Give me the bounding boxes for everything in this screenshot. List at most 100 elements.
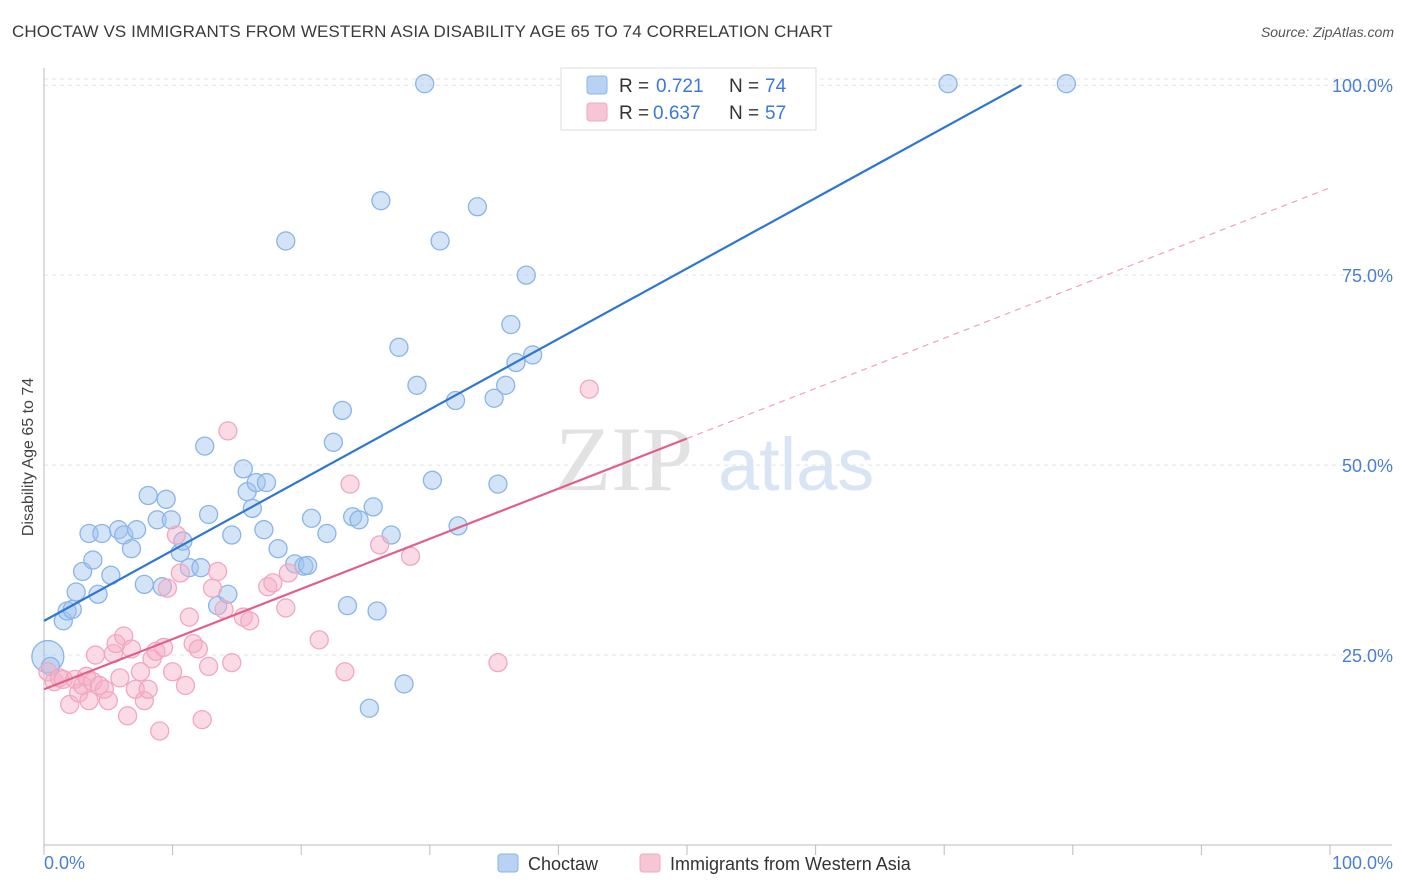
western-asia-point-30 <box>162 662 183 682</box>
bottom-legend-label-western-asia: Immigrants from Western Asia <box>670 854 912 874</box>
series-western-asia-points <box>38 379 599 741</box>
choctaw-point-15 <box>126 520 147 540</box>
western-asia-point-40 <box>207 561 228 582</box>
legend-swatch-western-asia <box>586 102 608 122</box>
choctaw-trend-line <box>43 84 1022 622</box>
choctaw-point-55 <box>394 674 414 694</box>
choctaw-point-65 <box>496 375 516 395</box>
western-asia-point-38 <box>198 656 219 677</box>
western-asia-point-46 <box>258 577 278 597</box>
source-credit: Source: ZipAtlas.com <box>1260 24 1394 40</box>
watermark-atlas: atlas <box>718 423 874 506</box>
choctaw-point-37 <box>268 539 288 559</box>
choctaw-point-45 <box>332 400 353 421</box>
western-asia-point-23 <box>134 690 154 711</box>
western-asia-point-11 <box>85 645 106 665</box>
choctaw-point-43 <box>317 523 337 544</box>
y-axis-label: Disability Age 65 to 74 <box>20 378 37 536</box>
western-asia-point-39 <box>202 578 223 598</box>
western-asia-point-36 <box>188 639 208 659</box>
choctaw-point-71 <box>1056 74 1077 94</box>
y-tick-labels: 25.0% 50.0% 75.0% 100.0% <box>1332 76 1393 666</box>
western-asia-point-27 <box>150 721 170 741</box>
choctaw-point-64 <box>488 474 508 494</box>
choctaw-point-16 <box>134 574 154 595</box>
western-asia-point-54 <box>400 546 421 566</box>
western-asia-point-47 <box>263 573 283 593</box>
y-tick-label-3: 100.0% <box>1332 76 1393 96</box>
western-asia-point-17 <box>110 668 130 688</box>
western-asia-point-14 <box>98 690 118 711</box>
western-asia-point-24 <box>138 679 158 699</box>
legend-r-label-2: R = <box>619 103 649 124</box>
choctaw-point-18 <box>147 510 167 530</box>
western-asia-point-37 <box>192 709 212 730</box>
western-asia-point-19 <box>117 706 138 726</box>
x-tick-label-max: 100.0% <box>1332 853 1393 873</box>
choctaw-point-51 <box>367 601 387 621</box>
choctaw-point-49 <box>359 698 380 718</box>
western-asia-point-43 <box>222 652 242 673</box>
watermark-zip: ZIP <box>555 408 693 510</box>
choctaw-point-52 <box>371 191 391 211</box>
legend-r-label-1: R = <box>619 76 649 97</box>
western-asia-point-29 <box>157 578 178 598</box>
legend-n-value-1: 74 <box>765 76 787 97</box>
western-asia-trend-extension <box>686 187 1331 440</box>
choctaw-point-66 <box>501 314 521 335</box>
y-tick-label-0: 25.0% <box>1342 646 1393 666</box>
western-asia-point-50 <box>309 630 329 650</box>
western-asia-point-31 <box>166 525 187 545</box>
choctaw-point-70 <box>938 74 958 94</box>
bottom-legend: Choctaw Immigrants from Western Asia <box>497 853 912 874</box>
bottom-legend-swatch-choctaw <box>497 853 519 873</box>
western-asia-point-33 <box>175 675 196 696</box>
western-asia-point-53 <box>369 535 390 555</box>
y-tick-label-1: 50.0% <box>1342 456 1393 476</box>
western-asia-point-32 <box>170 563 190 583</box>
choctaw-point-54 <box>389 337 409 357</box>
choctaw-point-20 <box>156 489 176 509</box>
bottom-legend-swatch-western-asia <box>639 853 661 873</box>
choctaw-point-36 <box>256 472 277 493</box>
western-asia-point-51 <box>335 662 355 682</box>
choctaw-point-27 <box>198 504 219 525</box>
western-asia-point-52 <box>340 474 360 494</box>
choctaw-point-17 <box>138 485 158 506</box>
western-asia-point-22 <box>130 662 151 682</box>
legend-swatch-choctaw <box>586 75 608 95</box>
western-asia-point-49 <box>278 563 298 583</box>
axes <box>43 68 1392 846</box>
choctaw-point-44 <box>323 432 344 452</box>
choctaw-point-58 <box>422 470 443 490</box>
choctaw-point-10 <box>92 523 112 544</box>
series-choctaw-points <box>31 74 1077 718</box>
bottom-legend-label-choctaw: Choctaw <box>528 854 599 874</box>
western-asia-point-34 <box>179 607 199 627</box>
western-asia-point-9 <box>79 690 99 711</box>
choctaw-point-48 <box>349 510 369 530</box>
choctaw-point-42 <box>301 508 322 528</box>
choctaw-point-38 <box>276 231 296 251</box>
legend-n-label-2: N = <box>729 103 759 124</box>
choctaw-point-14 <box>121 539 142 559</box>
chart-title: CHOCTAW VS IMMIGRANTS FROM WESTERN ASIA … <box>12 22 833 41</box>
legend: R = 0.721 N = 74 R = 0.637 N = 57 <box>560 67 817 131</box>
western-asia-trend-line <box>43 437 688 691</box>
western-asia-point-42 <box>218 421 238 441</box>
choctaw-point-62 <box>467 197 488 217</box>
choctaw-point-25 <box>191 558 211 578</box>
y-tick-label-2: 75.0% <box>1342 266 1393 286</box>
choctaw-point-0 <box>31 639 65 674</box>
choctaw-point-50 <box>363 497 383 517</box>
choctaw-point-26 <box>195 436 215 456</box>
legend-n-label-1: N = <box>729 76 759 97</box>
choctaw-point-56 <box>407 375 427 395</box>
choctaw-point-30 <box>222 525 242 545</box>
x-ticks <box>43 845 1331 855</box>
choctaw-point-35 <box>254 520 274 540</box>
grid-lines <box>44 78 1392 656</box>
x-tick-label-min: 0.0% <box>44 853 85 873</box>
western-asia-point-56 <box>579 379 599 399</box>
